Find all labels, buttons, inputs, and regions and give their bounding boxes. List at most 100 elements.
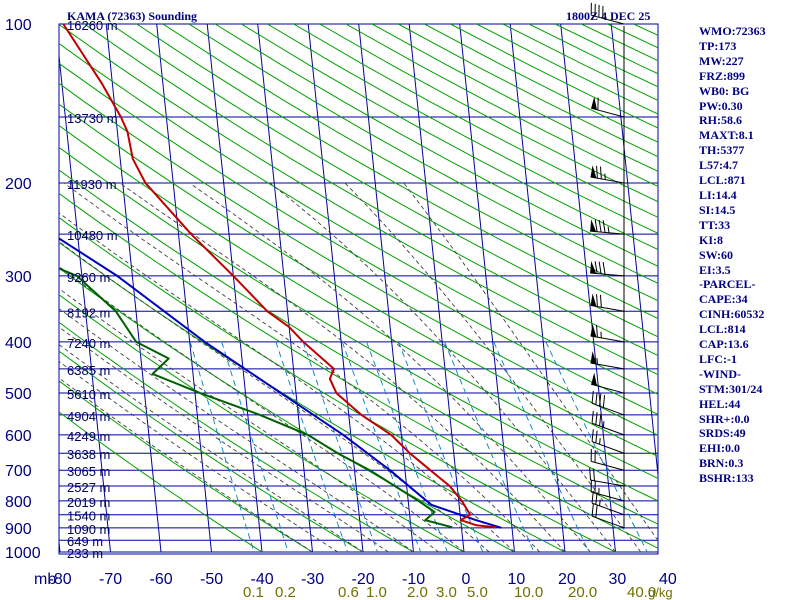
index-item: HEL:44 xyxy=(699,396,741,411)
wind-barb xyxy=(589,467,625,487)
dry-adiabat-line xyxy=(791,24,800,552)
moist-adiabat-line xyxy=(59,241,490,553)
height-label: 8192 m xyxy=(67,305,110,320)
index-item: -WIND- xyxy=(699,366,741,381)
mixing-ratio-line xyxy=(189,341,255,553)
wind-barb-flag xyxy=(595,392,598,405)
moist-adiabat-line xyxy=(269,182,616,553)
index-item: KI:8 xyxy=(699,232,723,247)
wind-barb-shaft xyxy=(591,14,625,25)
wind-barb-pennant xyxy=(590,324,597,338)
height-label: 11930 m xyxy=(67,177,117,192)
index-item: WB0: BG xyxy=(699,83,750,98)
wind-barb-pennant xyxy=(591,372,597,386)
moist-adiabat-line xyxy=(63,182,541,553)
dry-adiabat-line xyxy=(59,241,566,553)
wind-barb-shaft xyxy=(591,502,625,516)
temperature-tick-label: -60 xyxy=(150,571,173,588)
wind-barb-shaft xyxy=(591,441,625,454)
mixing-ratio-label: 5.0 xyxy=(467,584,488,600)
wind-barb xyxy=(591,429,625,454)
index-item: LFC:-1 xyxy=(699,351,737,366)
dry-adiabat-line xyxy=(59,192,658,549)
wind-barb-pennant xyxy=(590,219,597,232)
height-label: 13730 m xyxy=(67,111,118,126)
wind-barb xyxy=(591,490,625,516)
dry-adiabat-line xyxy=(59,411,263,553)
wind-barb-flag xyxy=(599,166,602,179)
wind-barb-shaft xyxy=(591,383,625,394)
wind-barb-flag xyxy=(593,468,595,481)
height-label: 649 m xyxy=(67,534,103,549)
temperature-tick-label: -80 xyxy=(49,571,72,588)
dewpoint-trace xyxy=(59,267,453,529)
dry-adiabat-line xyxy=(188,24,658,284)
index-item: FRZ:899 xyxy=(699,68,745,83)
wind-barb-shaft xyxy=(590,479,625,487)
plot-frame xyxy=(58,23,659,555)
height-label: 233 m xyxy=(67,546,103,561)
height-label: 5610 m xyxy=(67,387,110,402)
wind-barb-flag xyxy=(595,412,598,425)
mixing-ratio-unit: g/kg xyxy=(648,585,673,600)
wind-barb xyxy=(591,503,625,529)
height-label: 7240 m xyxy=(67,336,110,351)
temperature-tick-label: 0 xyxy=(462,571,471,588)
isotherm-line xyxy=(610,24,658,480)
index-item: MAXT:8.1 xyxy=(699,128,754,143)
dry-adiabat-line xyxy=(59,321,414,553)
temperature-tick-label: 10 xyxy=(508,571,526,588)
index-item: STM:301/24 xyxy=(699,381,763,396)
wind-barb-flag xyxy=(596,165,598,179)
wind-barb xyxy=(591,410,625,436)
wind-barb-flag xyxy=(595,505,598,518)
dry-adiabat-line xyxy=(581,24,658,62)
parcel-trace xyxy=(59,237,502,529)
wind-barb-flag xyxy=(602,220,606,233)
index-item: LCL:871 xyxy=(699,173,746,188)
wind-barb-half-flag xyxy=(607,226,610,233)
moist-adiabat-line xyxy=(59,265,465,553)
wind-barb-shaft xyxy=(591,402,625,416)
wind-barb xyxy=(590,479,625,502)
wind-barb-flag xyxy=(591,429,594,442)
height-label: 4904 m xyxy=(67,409,110,424)
wind-barb-flag xyxy=(602,261,606,275)
height-label: 4249 m xyxy=(67,429,110,444)
wind-barb-shaft xyxy=(591,460,625,471)
mixing-ratio-label: 10.0 xyxy=(514,584,543,600)
wind-barb xyxy=(590,351,625,370)
moist-adiabat-line xyxy=(59,287,440,553)
index-item: BSHR:133 xyxy=(699,471,754,486)
temperature-trace xyxy=(62,24,496,529)
pressure-label: 1000 xyxy=(5,545,41,562)
height-label: 3065 m xyxy=(67,464,110,479)
moist-adiabat-line xyxy=(344,182,642,553)
pressure-label: 200 xyxy=(5,176,32,193)
wind-barb-shaft xyxy=(590,272,625,277)
isotherm-line xyxy=(408,24,465,553)
mixing-ratio-line xyxy=(341,341,422,553)
dry-adiabat-line xyxy=(110,24,658,338)
wind-barb-flag xyxy=(599,413,602,427)
wind-barb-shaft xyxy=(591,422,625,436)
wind-barb-shaft xyxy=(591,491,625,502)
wind-barb-flag xyxy=(598,261,602,274)
mixing-ratio-label: 0.1 xyxy=(243,584,264,600)
dry-adiabat-line xyxy=(59,380,313,553)
wind-barb xyxy=(590,261,625,277)
mixing-ratio-label: 2.0 xyxy=(407,584,428,600)
chart-title: KAMA (72363) Sounding xyxy=(67,9,198,23)
index-item: TT:33 xyxy=(699,217,731,232)
isotherm-line xyxy=(509,24,566,553)
temperature-tick-label: -50 xyxy=(200,571,223,588)
index-item: LI:14.4 xyxy=(699,187,737,202)
dry-adiabat-line xyxy=(59,82,658,436)
isotherm-line xyxy=(257,24,313,553)
mixing-ratio-line xyxy=(275,341,349,553)
index-item: RH:58.6 xyxy=(699,113,742,128)
temperature-tick-label: 40 xyxy=(659,571,677,588)
mixing-ratio-label: 40.0 xyxy=(627,584,656,600)
dry-adiabat-line xyxy=(59,267,515,553)
pressure-label: 300 xyxy=(5,269,32,286)
